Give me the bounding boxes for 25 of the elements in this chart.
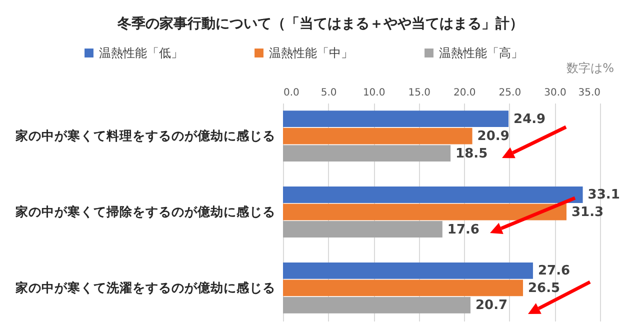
- x-tick-label: 20.0: [454, 88, 476, 98]
- x-tick-label: 5.0: [320, 88, 337, 98]
- x-tick-label: 30.0: [544, 88, 566, 98]
- data-label: 27.6: [538, 264, 570, 279]
- data-label: 18.5: [456, 146, 488, 162]
- x-tick-label: 25.0: [498, 88, 522, 98]
- y-tick-label: 家の中が寒くて洗濯をするのが億劫に感じる: [14, 280, 276, 295]
- x-tick-label: 0.0: [284, 88, 300, 98]
- legend-label: 温熱性能「中」: [269, 46, 353, 60]
- data-label: 24.9: [514, 112, 546, 127]
- data-label: 33.1: [588, 188, 620, 203]
- data-label: 17.6: [447, 222, 480, 238]
- data-label: 31.3: [571, 205, 604, 220]
- legend-label: 温熱性能「高」: [439, 46, 523, 60]
- y-tick-label: 家の中が寒くて掃除をするのが億劫に感じる: [14, 204, 276, 219]
- text: 数字は%: [566, 60, 614, 77]
- chart-title: 冬季の家事行動について（「当てはまる＋やや当てはまる」計）: [116, 15, 524, 32]
- x-tick-label: 10.0: [362, 88, 386, 98]
- y-tick-label: 家の中が寒くて料理をするのが億劫に感じる: [14, 128, 276, 144]
- data-label: 20.9: [477, 129, 510, 144]
- legend-label: 温熱性能「低」: [99, 46, 183, 60]
- x-tick-label: 15.0: [408, 88, 430, 98]
- data-label: 26.5: [528, 280, 560, 296]
- data-label: 20.7: [475, 298, 508, 314]
- x-tick-label: 35.0: [578, 88, 600, 98]
